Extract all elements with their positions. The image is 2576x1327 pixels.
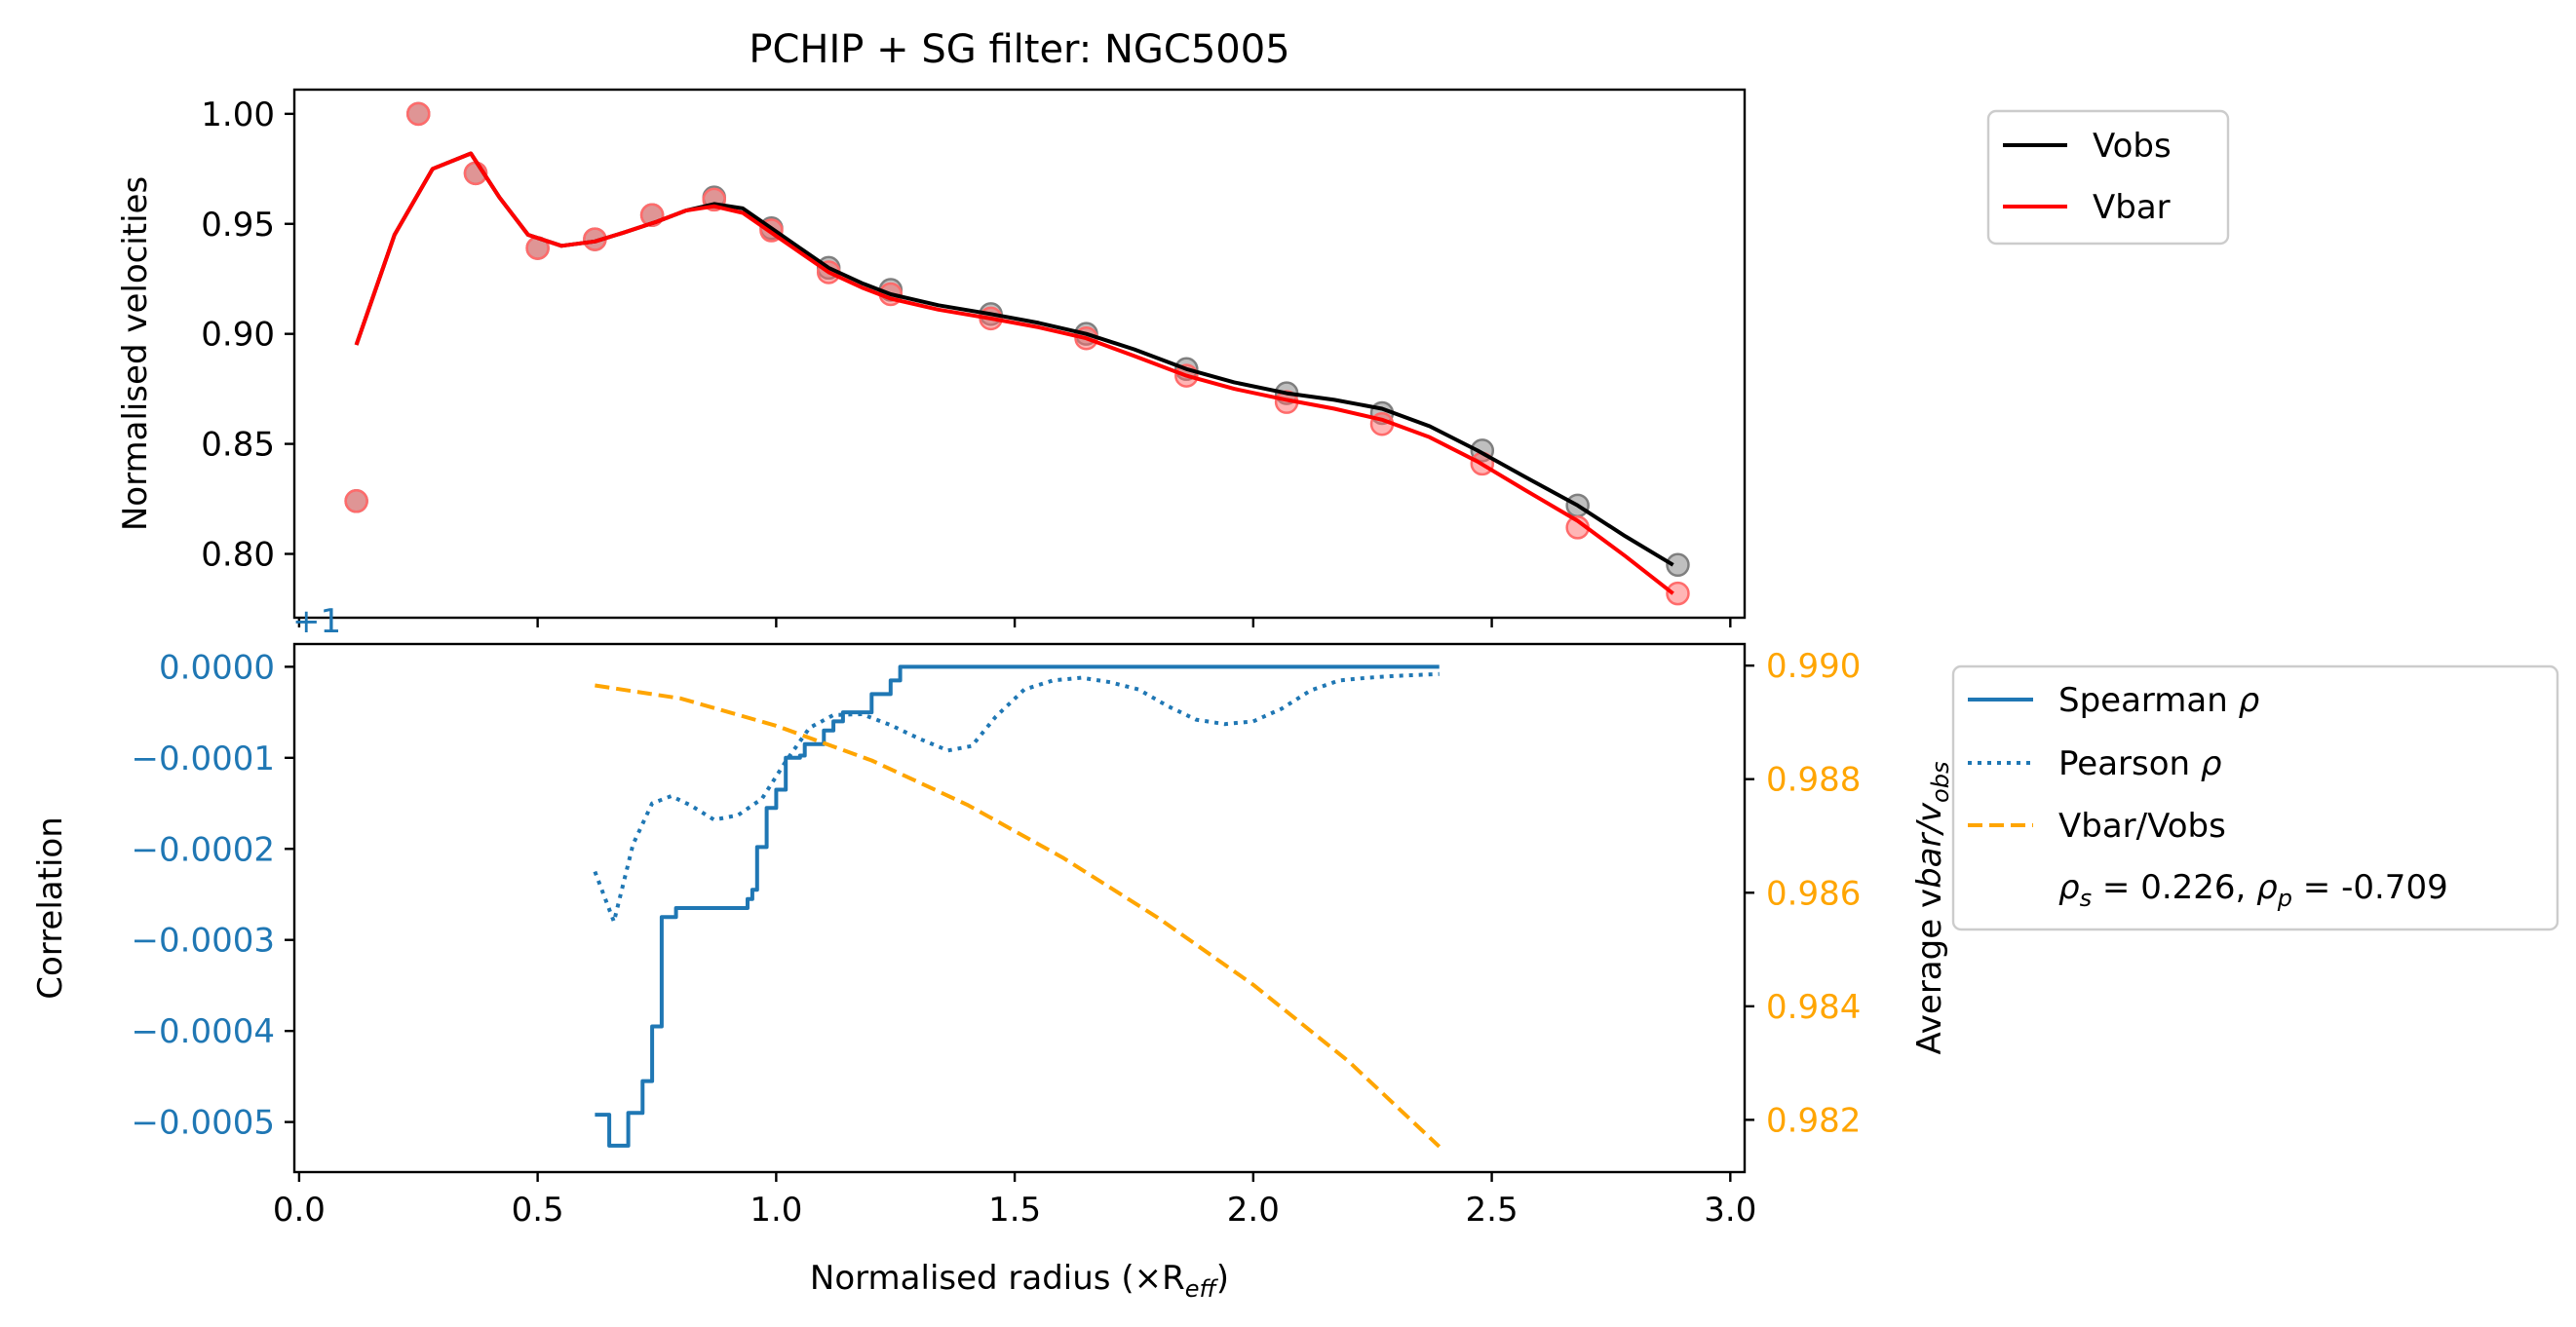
bottom-x-tick-label: 1.0 (750, 1191, 802, 1230)
offset-text: +1 (292, 602, 341, 641)
legend-pearson-label: Pearson ρ (2058, 744, 2222, 783)
top-plot-frame (292, 88, 1747, 620)
vbar-point (1666, 581, 1690, 606)
legend-ratio-label: Vbar/Vobs (2058, 807, 2226, 846)
top-legend: Vobs Vbar (1986, 109, 2230, 246)
bottom-x-tick-label: 1.5 (988, 1191, 1041, 1230)
left-y-tick-label: −0.0001 (132, 739, 275, 778)
top-y-axis-label: Normalised velocities (116, 176, 155, 531)
right-y-tick-label: 0.982 (1766, 1101, 1861, 1140)
pearson-line (593, 671, 1440, 924)
ratio-line (595, 683, 1442, 1149)
bottom-x-axis-label: Normalised radius (×Reff) (810, 1259, 1229, 1303)
bottom-x-tick-label: 2.0 (1227, 1191, 1280, 1230)
bottom-x-tick-label: 2.5 (1466, 1191, 1519, 1230)
legend-vobs-label: Vobs (2093, 127, 2172, 166)
left-y-tick-label: 0.0000 (159, 648, 275, 687)
bottom-legend-box (1951, 664, 2559, 931)
left-y-tick-label: −0.0004 (132, 1012, 275, 1051)
vbar-point (344, 489, 368, 513)
correlation-panel: +1 0.0 0.5 1.0 1.5 2.0 2.5 3.0 0.0000 −0.0001 −0.… (31, 602, 1954, 1303)
top-chart-title: PCHIP + SG filter: NGC5005 (749, 27, 1289, 72)
left-y-tick-label: −0.0005 (132, 1104, 275, 1143)
vobs-point (1666, 552, 1690, 578)
top-y-tick-label: 0.85 (201, 426, 275, 465)
bottom-x-tick-label: 0.5 (512, 1191, 564, 1230)
top-y-tick-label: 0.80 (201, 536, 275, 575)
top-y-tick-label: 0.95 (201, 206, 275, 245)
legend-spearman-label: Spearman ρ (2058, 681, 2260, 720)
left-y-tick-label: −0.0003 (132, 922, 275, 961)
bottom-y-axis-label: Correlation (31, 816, 70, 999)
right-y-axis-label: Average vbar/vobs (1910, 762, 1954, 1055)
bottom-plot-frame (292, 642, 1747, 1174)
top-axis-ticks: 0.80 0.85 0.90 0.95 1.00 (201, 95, 1732, 627)
right-y-tick-label: 0.986 (1766, 874, 1861, 913)
right-y-tick-label: 0.990 (1766, 647, 1861, 686)
right-y-tick-label: 0.984 (1766, 988, 1861, 1027)
bottom-x-tick-label: 0.0 (273, 1191, 326, 1230)
bottom-x-tick-label: 3.0 (1704, 1191, 1756, 1230)
top-y-tick-label: 1.00 (201, 95, 275, 134)
bottom-series-group (593, 664, 1442, 1149)
right-y-tick-label: 0.988 (1766, 761, 1861, 800)
legend-stats-label: ρs = 0.226, ρp = -0.709 (2058, 868, 2448, 912)
velocity-panel: PCHIP + SG filter: NGC5005 0.800.850.900… (116, 27, 1747, 627)
bottom-legend: Spearman ρ Pearson ρ Vbar/Vobs ρs = 0.22… (1951, 664, 2559, 931)
legend-vbar-label: Vbar (2093, 188, 2171, 227)
top-series-group (344, 101, 1690, 606)
vbar-line (354, 151, 1674, 595)
spearman-line (595, 664, 1440, 1148)
left-y-tick-label: −0.0002 (132, 830, 275, 869)
vbar-point (406, 101, 431, 127)
bottom-axis-ticks: 0.0 0.5 1.0 1.5 2.0 2.5 3.0 0.0000 −0.0001 −0.000… (132, 647, 1862, 1230)
top-y-tick-label: 0.90 (201, 316, 275, 355)
